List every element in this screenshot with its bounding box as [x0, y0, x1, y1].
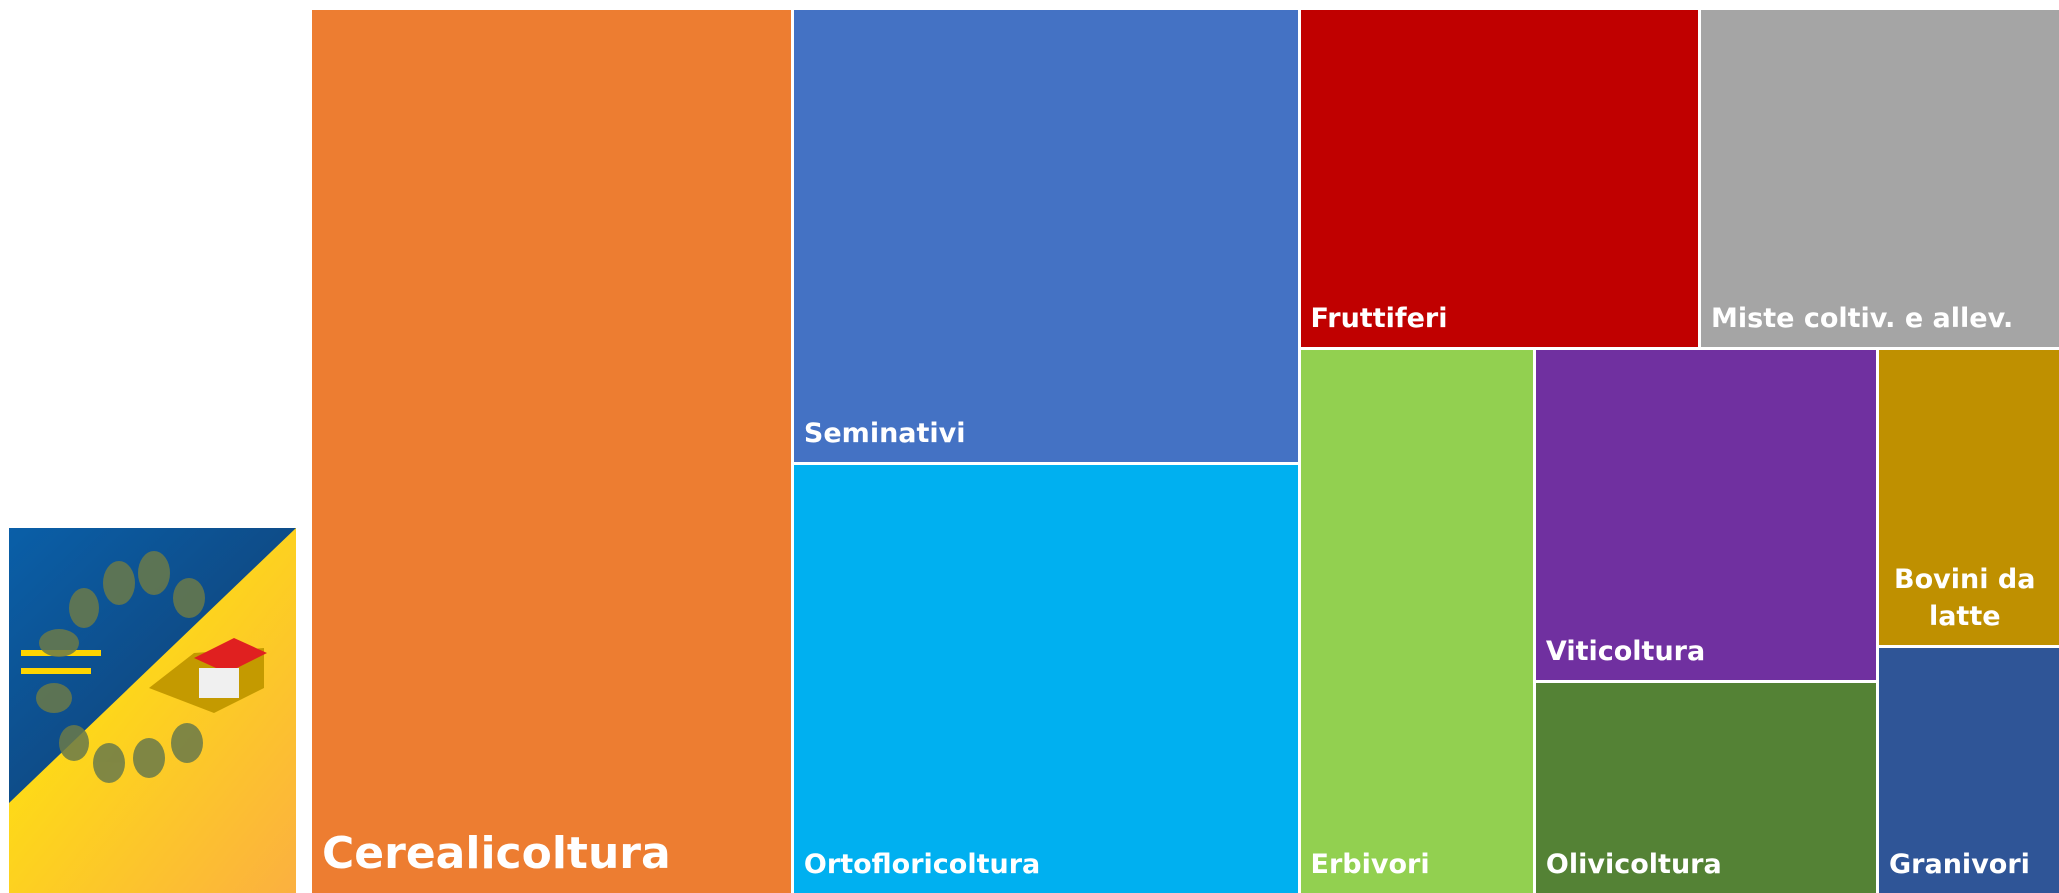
treemap-cell: Granivori [1879, 648, 2059, 893]
cell-label: Viticoltura [1546, 634, 1705, 670]
treemap-cell: Cerealicoltura [312, 10, 791, 893]
treemap-cell: Miste coltiv. e allev. [1701, 10, 2059, 347]
treemap-cell: Bovini da latte [1879, 350, 2059, 645]
cell-label: Miste coltiv. e allev. [1711, 301, 2013, 337]
cell-label: Fruttiferi [1311, 301, 1448, 337]
page: Cerealicoltura Seminativi Ortofloricoltura… [0, 0, 2059, 893]
treemap-cell: Fruttiferi [1301, 10, 1698, 347]
cell-label: Seminativi [804, 416, 966, 452]
treemap: Cerealicoltura Seminativi Ortofloricoltura… [312, 10, 2059, 893]
logo [9, 528, 296, 893]
cell-label: Cerealicoltura [322, 824, 671, 883]
treemap-cell: Olivicoltura [1536, 683, 1876, 893]
cell-label: Erbivori [1311, 847, 1430, 883]
treemap-cell: Erbivori [1301, 350, 1533, 893]
treemap-cell: Viticoltura [1536, 350, 1876, 680]
treemap-cell: Ortofloricoltura [794, 465, 1298, 893]
cell-label: Olivicoltura [1546, 847, 1722, 883]
cell-label: Granivori [1889, 847, 2030, 883]
treemap-cell: Seminativi [794, 10, 1298, 462]
cell-label: Ortofloricoltura [804, 847, 1040, 883]
cell-label: Bovini da latte [1889, 562, 2040, 635]
